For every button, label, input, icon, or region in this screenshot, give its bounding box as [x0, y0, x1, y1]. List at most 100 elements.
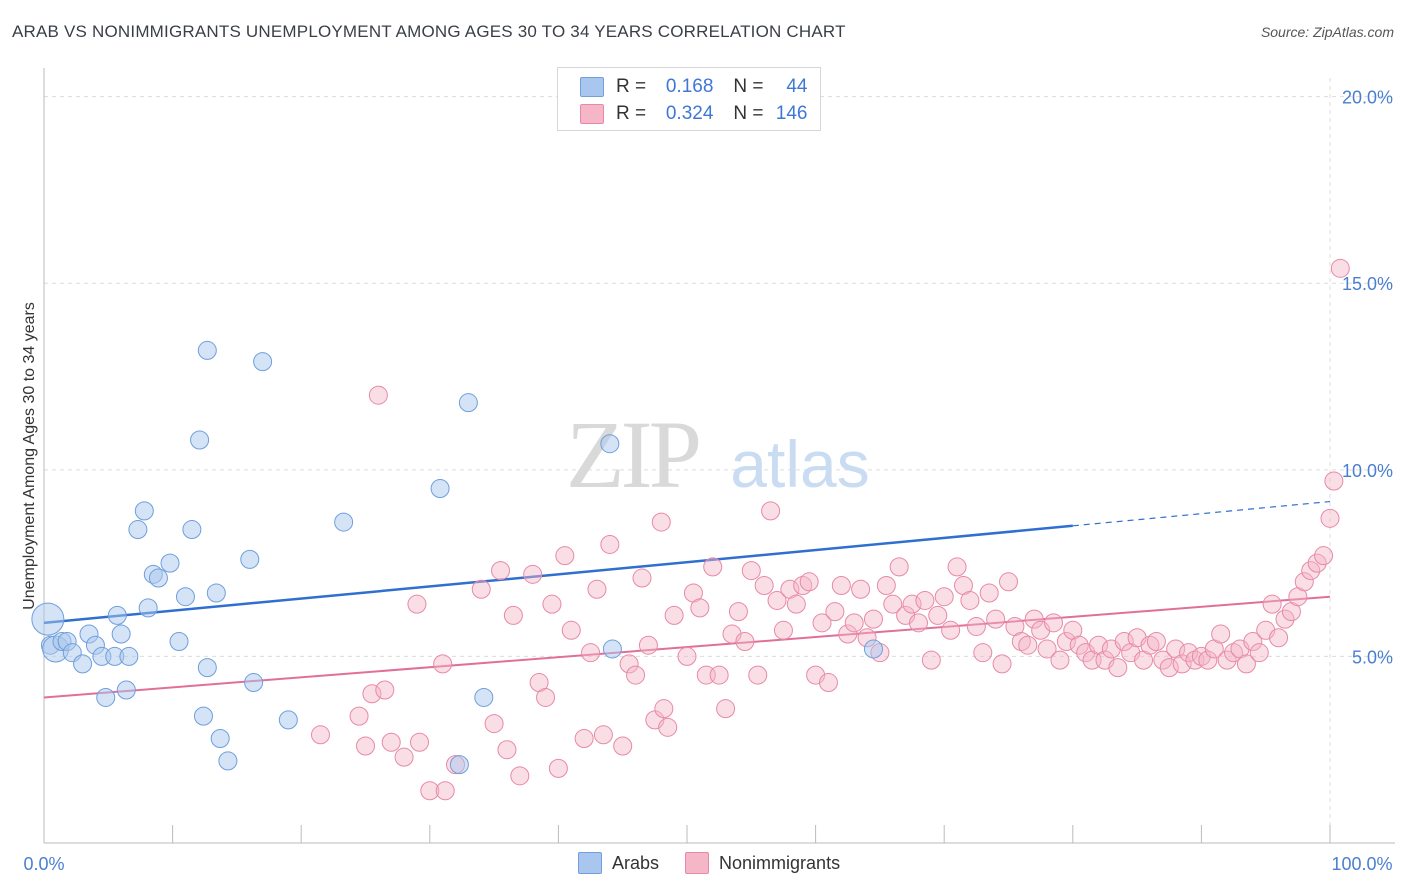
arabs-point: [160, 553, 180, 573]
nonimmigrants-point: [548, 758, 568, 778]
nonimmigrants-point: [1069, 635, 1089, 655]
nonimmigrants-point: [626, 665, 646, 685]
nonimmigrants-point: [1114, 631, 1134, 651]
nonimmigrants-point: [1262, 594, 1282, 614]
arabs-point: [111, 624, 131, 644]
arabs-point: [602, 639, 622, 659]
arabs-point: [175, 587, 195, 607]
arabs-point: [73, 654, 93, 674]
r-value: 0.324: [665, 103, 714, 124]
arabs-point: [474, 687, 494, 707]
nonimmigrants-point: [410, 732, 430, 752]
nonimmigrants-point: [1044, 613, 1064, 633]
nonimmigrants-point: [1056, 631, 1076, 651]
y-axis-title: Unemployment Among Ages 30 to 34 years: [21, 302, 38, 610]
nonimmigrants-point: [310, 725, 330, 745]
nonimmigrants-point: [1159, 658, 1179, 678]
nonimmigrants-point: [741, 561, 761, 581]
legend-row-arabs: R = 0.168 N = 44: [580, 75, 808, 99]
axes: [43, 68, 1395, 844]
y-tick-label: 10.0%: [1342, 461, 1393, 481]
nonimmigrants-point: [555, 546, 575, 566]
nonimmigrants-point: [876, 576, 896, 596]
legend-item-nonimmigrants[interactable]: Nonimmigrants: [685, 852, 840, 874]
nonimmigrants-point: [838, 624, 858, 644]
nonimmigrants-point: [375, 680, 395, 700]
nonimmigrants-point: [1050, 650, 1070, 670]
nonimmigrants-point: [362, 684, 382, 704]
r-label: R =: [616, 103, 647, 124]
grid-lines: [44, 78, 1395, 843]
nonimmigrants-point: [825, 602, 845, 622]
nonimmigrants-point: [1320, 508, 1340, 528]
nonimmigrants-point: [908, 613, 928, 633]
nonimmigrants-point: [999, 572, 1018, 592]
arabs-point: [244, 673, 264, 693]
nonimmigrants-point: [1172, 654, 1192, 674]
nonimmigrants-point: [654, 699, 674, 719]
nonimmigrants-points: [310, 258, 1350, 801]
nonimmigrants-point: [883, 594, 903, 614]
n-label: N =: [733, 103, 764, 124]
arabs-point: [240, 549, 260, 569]
nonimmigrants-point: [1294, 572, 1314, 592]
nonimmigrants-point: [587, 579, 607, 599]
legend-item-arabs[interactable]: Arabs: [578, 852, 659, 874]
arabs-point: [182, 520, 202, 540]
x-tick-label: 0.0%: [23, 854, 64, 874]
nonimmigrants-point: [349, 706, 369, 726]
nonimmigrants-point: [1269, 628, 1289, 648]
nonimmigrants-point: [690, 598, 710, 618]
nonimmigrants-point: [767, 590, 787, 610]
source-label: Source: ZipAtlas.com: [1260, 24, 1394, 40]
nonimmigrants-point: [664, 605, 684, 625]
nonimmigrants-point: [928, 605, 948, 625]
nonimmigrants-point: [831, 576, 851, 596]
nonimmigrants-point: [960, 590, 980, 610]
nonimmigrants-point: [497, 740, 517, 760]
watermark-atlas: atlas: [730, 427, 869, 501]
arabs-point: [458, 393, 478, 413]
nonimmigrants-point: [728, 602, 748, 622]
nonimmigrants-point: [1217, 650, 1237, 670]
nonimmigrants-point: [658, 717, 678, 737]
chart-title: ARAB VS NONIMMIGRANTS UNEMPLOYMENT AMONG…: [12, 22, 846, 41]
arabs-point: [197, 658, 217, 678]
nonimmigrants-point: [433, 654, 453, 674]
nonimmigrants-point: [1275, 609, 1295, 629]
nonimmigrants-point: [581, 643, 601, 663]
nonimmigrants-point: [851, 579, 871, 599]
arabs-point: [169, 631, 189, 651]
nonimmigrants-point: [542, 594, 562, 614]
nonimmigrants-point: [703, 557, 723, 577]
arabs-point: [190, 430, 210, 450]
arabs-point: [863, 639, 883, 659]
arabs-point: [253, 352, 273, 372]
r-label: R =: [616, 76, 647, 97]
nonimmigrants-point: [619, 654, 639, 674]
nonimmigrants-point: [407, 594, 427, 614]
nonimmigrants-point: [484, 714, 504, 734]
nonimmigrants-point: [1024, 609, 1044, 629]
arabs-point: [193, 706, 213, 726]
watermark-zip: ZIP: [566, 401, 699, 508]
arabs-point: [278, 710, 298, 730]
nonimmigrants-point: [1236, 654, 1256, 674]
arabs-point: [206, 583, 226, 603]
nonimmigrants-point: [491, 561, 511, 581]
nonimmigrants-point: [934, 587, 954, 607]
nonimmigrants-point: [471, 579, 491, 599]
nonimmigrants-point: [902, 594, 922, 614]
arabs-point: [210, 729, 230, 749]
arabs-point: [134, 501, 154, 521]
nonimmigrants-point: [973, 643, 993, 663]
arabs-point: [138, 598, 158, 618]
nonimmigrants-point: [561, 620, 581, 640]
nonimmigrants-point: [716, 699, 736, 719]
nonimmigrants-point: [1307, 553, 1327, 573]
nonimmigrants-point: [600, 534, 620, 554]
nonimmigrants-point: [1224, 643, 1244, 663]
nonimmigrants-point: [510, 766, 530, 786]
arabs-trend-extension: [1072, 500, 1331, 527]
nonimmigrants-point: [523, 564, 543, 584]
